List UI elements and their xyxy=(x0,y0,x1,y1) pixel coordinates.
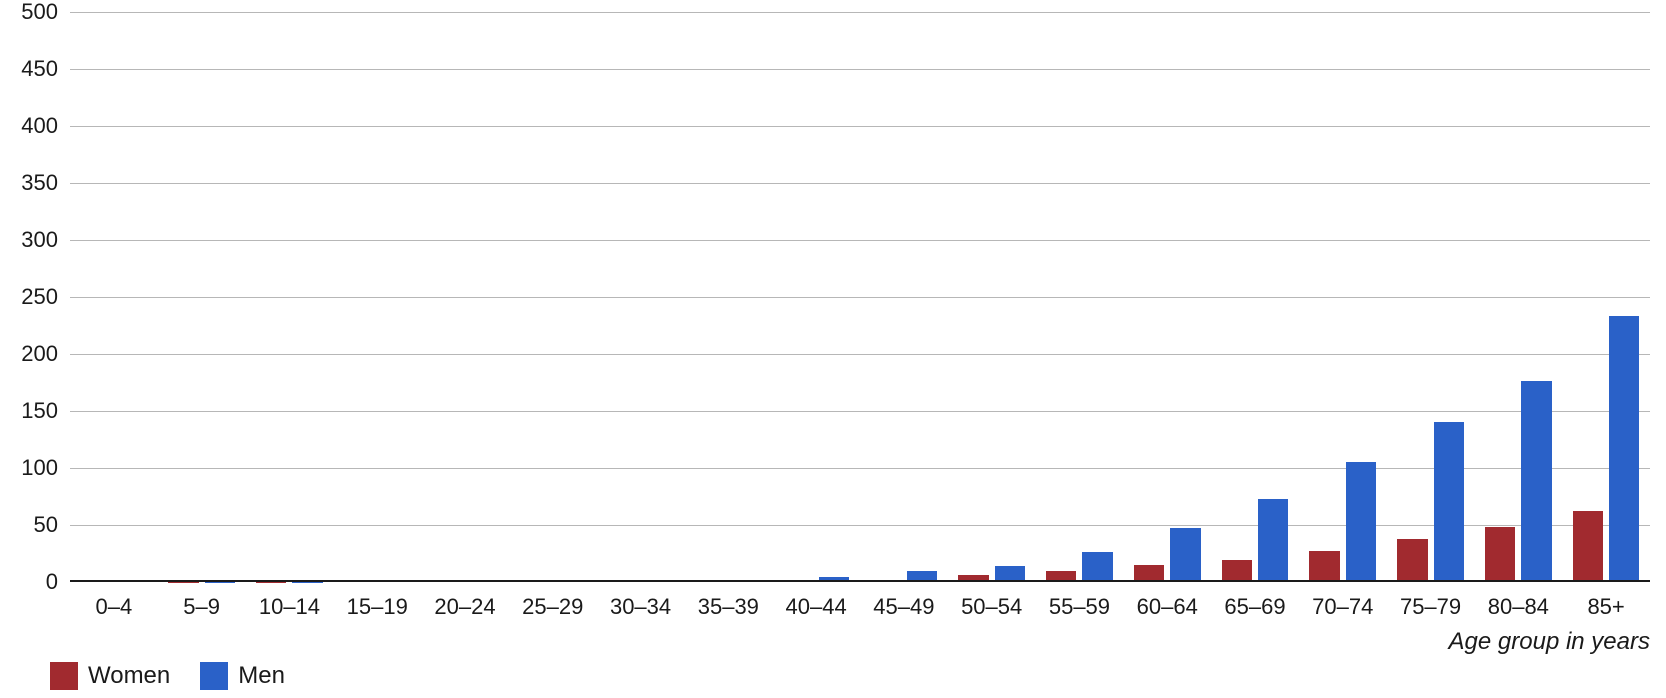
x-tick-label: 85+ xyxy=(1587,594,1624,620)
bar-men xyxy=(1434,422,1464,582)
x-tick-label: 40–44 xyxy=(786,594,847,620)
x-tick-label: 75–79 xyxy=(1400,594,1461,620)
y-tick-label: 450 xyxy=(0,56,58,82)
bars-layer xyxy=(70,12,1650,582)
x-tick-label: 30–34 xyxy=(610,594,671,620)
bar-men xyxy=(1346,462,1376,582)
x-tick-label: 0–4 xyxy=(96,594,133,620)
y-tick-label: 500 xyxy=(0,0,58,25)
y-tick-label: 400 xyxy=(0,113,58,139)
legend-label: Women xyxy=(88,662,170,690)
age-group-bar-chart: 0 50 100 150 200 250 300 350 400 450 500 0–4 5–9 10–… xyxy=(0,0,1666,698)
plot-area xyxy=(70,12,1650,582)
bar-women xyxy=(1309,551,1339,582)
x-tick-label: 50–54 xyxy=(961,594,1022,620)
y-tick-label: 300 xyxy=(0,227,58,253)
bar-women xyxy=(1573,511,1603,582)
x-tick-label: 5–9 xyxy=(183,594,220,620)
x-tick-label: 70–74 xyxy=(1312,594,1373,620)
bar-men xyxy=(1082,552,1112,582)
x-tick-label: 10–14 xyxy=(259,594,320,620)
x-tick-label: 20–24 xyxy=(434,594,495,620)
y-tick-label: 250 xyxy=(0,284,58,310)
x-tick-label: 60–64 xyxy=(1137,594,1198,620)
legend-swatch xyxy=(200,662,228,690)
x-tick-label: 55–59 xyxy=(1049,594,1110,620)
x-tick-label: 45–49 xyxy=(873,594,934,620)
x-tick-label: 35–39 xyxy=(698,594,759,620)
bar-men xyxy=(1521,381,1551,582)
y-tick-label: 150 xyxy=(0,398,58,424)
legend: Women Men xyxy=(50,662,285,690)
x-tick-label: 65–69 xyxy=(1224,594,1285,620)
y-tick-label: 100 xyxy=(0,455,58,481)
bar-men xyxy=(1170,528,1200,582)
legend-label: Men xyxy=(238,662,285,690)
legend-swatch xyxy=(50,662,78,690)
bar-women xyxy=(1485,527,1515,582)
bar-women xyxy=(1222,560,1252,582)
x-axis-title: Age group in years xyxy=(1449,628,1650,656)
x-tick-label: 80–84 xyxy=(1488,594,1549,620)
y-tick-label: 50 xyxy=(0,512,58,538)
legend-item-women: Women xyxy=(50,662,170,690)
y-tick-label: 350 xyxy=(0,170,58,196)
legend-item-men: Men xyxy=(200,662,285,690)
bar-women xyxy=(1397,539,1427,582)
x-axis-line xyxy=(70,580,1650,582)
y-tick-label: 200 xyxy=(0,341,58,367)
bar-men xyxy=(1609,316,1639,582)
y-tick-label: 0 xyxy=(0,569,58,595)
bar-men xyxy=(1258,499,1288,582)
x-tick-label: 15–19 xyxy=(347,594,408,620)
x-tick-label: 25–29 xyxy=(522,594,583,620)
